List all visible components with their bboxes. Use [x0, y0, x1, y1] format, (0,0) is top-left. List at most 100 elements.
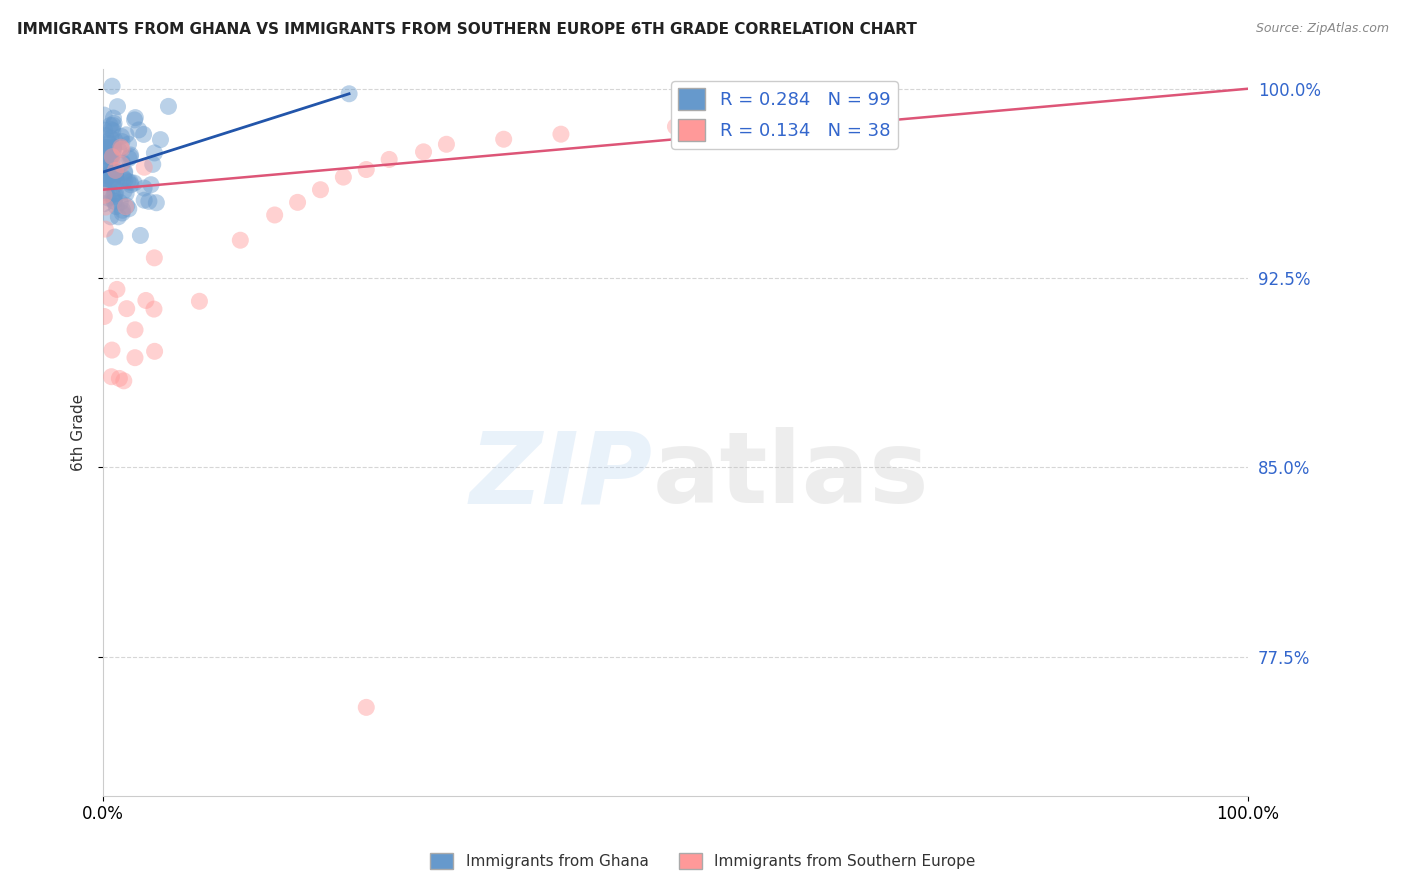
Point — [103, 178, 125, 193]
Point — [93, 149, 115, 163]
Point — [100, 131, 122, 145]
Point — [143, 344, 166, 359]
Point — [124, 112, 146, 127]
Point — [97, 150, 120, 164]
Point — [101, 119, 124, 133]
Point — [104, 163, 127, 178]
Point — [100, 122, 122, 136]
Point — [96, 143, 118, 157]
Point — [128, 123, 150, 137]
Point — [103, 187, 125, 202]
Point — [98, 291, 121, 305]
Point — [287, 195, 309, 210]
Point — [120, 148, 142, 162]
Point — [114, 164, 136, 178]
Point — [97, 136, 120, 151]
Point — [103, 190, 125, 204]
Point — [309, 183, 332, 197]
Point — [94, 128, 117, 143]
Y-axis label: 6th Grade: 6th Grade — [72, 393, 86, 471]
Point — [103, 194, 125, 208]
Point — [263, 208, 285, 222]
Text: Source: ZipAtlas.com: Source: ZipAtlas.com — [1256, 22, 1389, 36]
Point — [120, 178, 142, 192]
Point — [101, 176, 124, 190]
Point — [132, 128, 155, 142]
Point — [93, 140, 115, 154]
Point — [96, 156, 118, 170]
Point — [118, 152, 141, 166]
Point — [94, 173, 117, 187]
Point — [103, 171, 125, 186]
Point — [103, 111, 125, 125]
Point — [94, 172, 117, 186]
Point — [115, 199, 138, 213]
Point — [110, 129, 132, 144]
Point — [129, 228, 152, 243]
Point — [100, 164, 122, 178]
Point — [100, 210, 122, 224]
Point — [117, 175, 139, 189]
Point — [104, 169, 127, 184]
Point — [356, 162, 378, 177]
Point — [93, 196, 115, 211]
Point — [356, 700, 378, 714]
Point — [93, 188, 115, 202]
Point — [149, 133, 172, 147]
Point — [98, 119, 121, 133]
Point — [142, 157, 165, 171]
Point — [114, 173, 136, 187]
Point — [138, 194, 160, 209]
Point — [378, 153, 401, 167]
Point — [112, 184, 135, 198]
Point — [124, 351, 146, 365]
Point — [107, 210, 129, 224]
Point — [104, 133, 127, 147]
Point — [134, 161, 156, 175]
Point — [108, 195, 131, 210]
Point — [114, 166, 136, 180]
Point — [118, 202, 141, 216]
Point — [143, 251, 166, 265]
Text: IMMIGRANTS FROM GHANA VS IMMIGRANTS FROM SOUTHERN EUROPE 6TH GRADE CORRELATION C: IMMIGRANTS FROM GHANA VS IMMIGRANTS FROM… — [17, 22, 917, 37]
Point — [104, 165, 127, 179]
Point — [107, 100, 129, 114]
Point — [332, 170, 354, 185]
Point — [110, 140, 132, 154]
Point — [94, 200, 117, 214]
Point — [98, 153, 121, 168]
Point — [103, 141, 125, 155]
Point — [142, 302, 165, 317]
Point — [96, 168, 118, 182]
Point — [93, 174, 115, 188]
Point — [96, 186, 118, 200]
Point — [98, 161, 121, 175]
Point — [104, 186, 127, 201]
Point — [111, 155, 134, 169]
Point — [124, 323, 146, 337]
Point — [107, 143, 129, 157]
Point — [93, 146, 115, 161]
Point — [96, 169, 118, 183]
Point — [108, 371, 131, 385]
Point — [145, 195, 167, 210]
Point — [135, 293, 157, 308]
Point — [412, 145, 434, 159]
Text: ZIP: ZIP — [470, 427, 652, 524]
Point — [105, 173, 128, 187]
Point — [115, 128, 138, 142]
Point — [97, 135, 120, 149]
Point — [122, 176, 145, 190]
Point — [550, 127, 572, 141]
Point — [93, 310, 115, 324]
Text: atlas: atlas — [652, 427, 929, 524]
Point — [101, 154, 124, 169]
Point — [100, 151, 122, 165]
Point — [93, 123, 115, 137]
Point — [111, 206, 134, 220]
Point — [143, 145, 166, 160]
Point — [337, 87, 360, 101]
Point — [105, 282, 128, 296]
Point — [94, 140, 117, 154]
Point — [104, 230, 127, 244]
